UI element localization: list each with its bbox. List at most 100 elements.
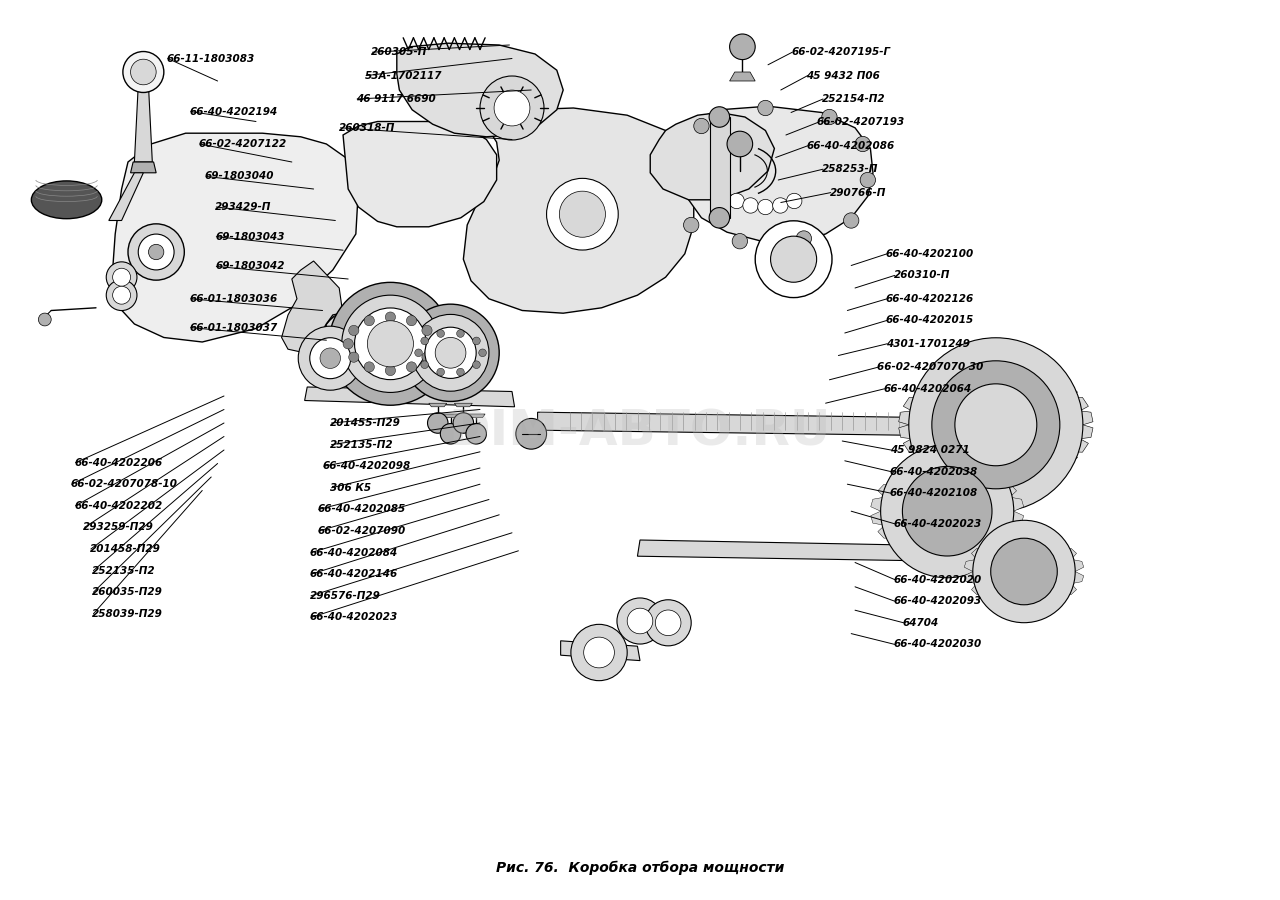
Polygon shape [561,641,640,661]
Circle shape [773,198,788,213]
Text: 66-01-1803037: 66-01-1803037 [189,322,278,333]
Text: 66-40-4202194: 66-40-4202194 [189,106,278,117]
Polygon shape [893,537,914,550]
Polygon shape [914,547,936,557]
Polygon shape [730,72,755,81]
Text: 66-40-4202030: 66-40-4202030 [893,639,982,650]
Text: DIM-АВТО.RU: DIM-АВТО.RU [449,408,831,456]
Text: 66-01-1803036: 66-01-1803036 [189,293,278,304]
Text: 66-40-4202202: 66-40-4202202 [74,500,163,511]
Polygon shape [442,414,460,418]
Text: 66-02-4207122: 66-02-4207122 [198,139,287,149]
Circle shape [755,220,832,298]
Polygon shape [113,133,358,342]
Text: 66-02-4207078-10: 66-02-4207078-10 [70,479,178,490]
Polygon shape [1080,411,1093,425]
Circle shape [38,313,51,326]
Polygon shape [343,122,497,227]
Circle shape [106,262,137,292]
Text: 293429-П: 293429-П [215,202,271,212]
Circle shape [758,199,773,215]
Polygon shape [980,537,1001,550]
Polygon shape [904,438,920,452]
Circle shape [955,383,1037,466]
Circle shape [571,625,627,680]
Polygon shape [899,411,911,425]
Circle shape [617,598,663,644]
Circle shape [407,316,417,326]
Circle shape [342,295,439,392]
Circle shape [466,424,486,444]
Polygon shape [1071,398,1088,411]
Text: 66-02-4207070 30: 66-02-4207070 30 [877,362,983,373]
Circle shape [310,338,351,379]
Polygon shape [951,472,973,482]
Text: 252135-П2: 252135-П2 [330,439,394,450]
Circle shape [822,109,837,125]
Text: 201455-П29: 201455-П29 [330,418,401,428]
Circle shape [457,368,465,376]
Polygon shape [1080,425,1093,438]
Circle shape [385,365,396,375]
Circle shape [406,362,416,372]
Circle shape [732,233,748,249]
Circle shape [106,280,137,310]
Ellipse shape [31,181,102,219]
Circle shape [844,212,859,229]
Polygon shape [870,511,884,526]
Circle shape [559,191,605,238]
Polygon shape [899,425,911,438]
Text: 66-40-4202206: 66-40-4202206 [74,457,163,468]
Polygon shape [972,583,988,595]
Polygon shape [951,367,973,378]
Circle shape [584,637,614,668]
Polygon shape [305,387,515,407]
Text: Рис. 76.  Коробка отбора мощности: Рис. 76. Коробка отбора мощности [495,860,785,875]
Text: 66-40-4202023: 66-40-4202023 [893,518,982,529]
Circle shape [860,172,876,188]
Polygon shape [998,526,1016,538]
Text: 69-1803040: 69-1803040 [205,171,274,182]
Polygon shape [972,548,988,560]
Polygon shape [1071,572,1084,583]
Polygon shape [914,465,936,475]
Text: 66-02-4207090: 66-02-4207090 [317,526,406,536]
Text: 66-40-4202023: 66-40-4202023 [310,612,398,623]
Circle shape [148,244,164,260]
Text: 260310-П: 260310-П [893,270,950,281]
Circle shape [655,610,681,635]
Circle shape [709,208,730,228]
Polygon shape [429,403,447,407]
Circle shape [425,328,476,378]
Polygon shape [914,384,934,398]
Circle shape [421,338,429,345]
Polygon shape [467,414,485,418]
Polygon shape [650,112,774,200]
Text: 252154-П2: 252154-П2 [822,94,886,104]
Text: 4301-1701249: 4301-1701249 [886,338,970,349]
Circle shape [113,268,131,286]
Circle shape [131,59,156,85]
Circle shape [494,90,530,126]
Text: 260318-П: 260318-П [339,122,396,133]
Circle shape [428,413,448,433]
Circle shape [479,349,486,356]
Circle shape [973,520,1075,623]
Circle shape [730,34,755,59]
Circle shape [138,234,174,270]
Polygon shape [1019,472,1041,482]
Text: 258253-П: 258253-П [822,164,878,175]
Circle shape [298,326,362,391]
Circle shape [364,316,375,326]
Circle shape [422,352,433,363]
Text: 260305-П: 260305-П [371,47,428,58]
Polygon shape [1043,539,1061,549]
Polygon shape [1039,374,1061,387]
Text: 66-02-4207193: 66-02-4207193 [817,117,905,128]
Text: 66-40-4202126: 66-40-4202126 [886,293,974,304]
Circle shape [343,338,353,349]
Polygon shape [134,86,152,162]
Polygon shape [936,464,959,471]
Circle shape [421,361,429,368]
Text: 260035-П29: 260035-П29 [92,587,163,598]
